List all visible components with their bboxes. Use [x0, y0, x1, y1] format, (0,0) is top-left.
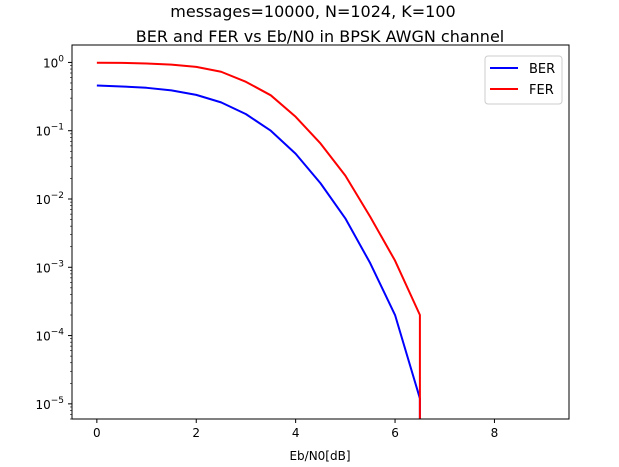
x-tick-label: 8 — [491, 426, 499, 440]
chart-subtitle: BER and FER vs Eb/N0 in BPSK AWGN channe… — [136, 27, 504, 46]
y-tick-label: 10−1 — [35, 123, 64, 139]
series-line-ber — [96, 84, 421, 419]
legend: BER FER — [484, 55, 563, 105]
legend-label-ber: BER — [529, 62, 555, 77]
x-axis: 0 2 4 6 8 — [93, 419, 498, 440]
y-axis: 10−5 10−4 10−3 10−2 10−1 100 — [35, 54, 72, 420]
chart-title: messages=10000, N=1024, K=100 — [170, 2, 455, 21]
y-tick-label: 10−3 — [35, 259, 64, 275]
x-tick-label: 4 — [292, 426, 300, 440]
y-tick-label: 10−2 — [35, 191, 64, 207]
x-axis-label: Eb/N0[dB] — [289, 449, 350, 463]
x-tick-label: 0 — [93, 426, 101, 440]
series-layer — [96, 61, 421, 419]
x-tick-label: 6 — [391, 426, 399, 440]
x-tick-label: 2 — [192, 426, 200, 440]
y-tick-label: 100 — [43, 54, 64, 70]
plot-area — [72, 45, 569, 419]
legend-label-fer: FER — [529, 83, 554, 98]
y-tick-label: 10−5 — [35, 396, 64, 412]
plot-frame — [71, 44, 570, 420]
y-tick-label: 10−4 — [35, 328, 64, 344]
series-line-fer — [96, 61, 421, 419]
